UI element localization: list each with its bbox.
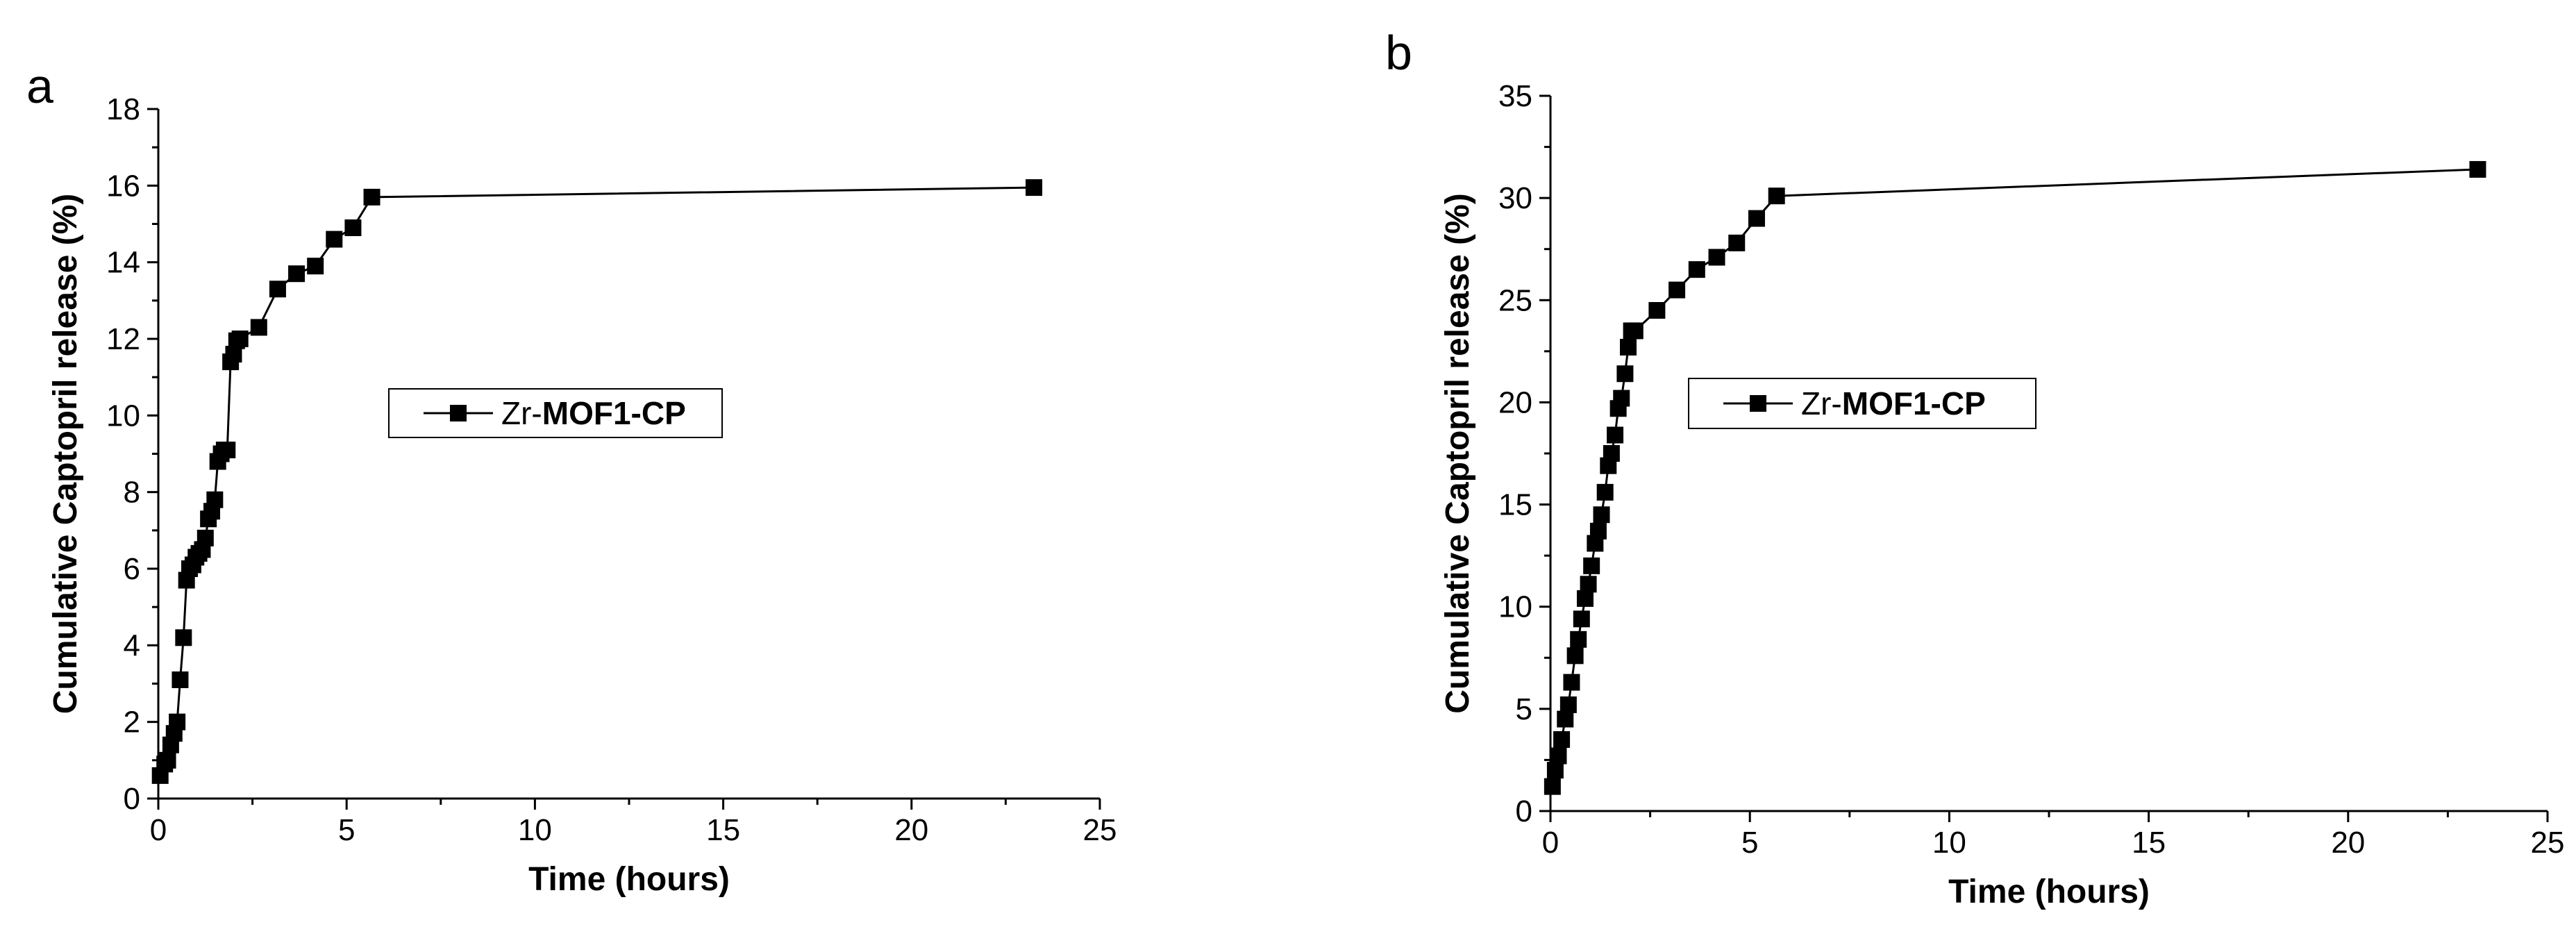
data-point bbox=[1596, 483, 1614, 501]
y-tick-label: 20 bbox=[1498, 385, 1532, 419]
data-point bbox=[219, 441, 236, 458]
data-point bbox=[1583, 557, 1600, 574]
data-point bbox=[1580, 576, 1597, 593]
y-tick-label: 5 bbox=[1516, 692, 1532, 726]
x-tick-label: 10 bbox=[518, 813, 552, 847]
data-point bbox=[307, 258, 324, 275]
x-tick-label: 20 bbox=[2331, 826, 2365, 860]
data-point bbox=[1688, 261, 1705, 278]
data-point bbox=[1768, 187, 1785, 205]
y-tick-label: 25 bbox=[1498, 283, 1532, 317]
data-point bbox=[1570, 631, 1587, 648]
data-point bbox=[172, 671, 189, 688]
data-point bbox=[1557, 710, 1574, 728]
data-point bbox=[1544, 778, 1561, 795]
data-point bbox=[1748, 210, 1765, 227]
y-tick-label: 18 bbox=[106, 92, 140, 126]
data-point bbox=[1728, 234, 1746, 251]
data-point bbox=[2469, 160, 2486, 178]
y-tick-label: 30 bbox=[1498, 181, 1532, 215]
x-tick-label: 5 bbox=[1741, 826, 1758, 860]
x-tick-label: 15 bbox=[706, 813, 740, 847]
chart-panel-a: a 0 5 10 15 20 25 0 2 4 6 8 10 12 14 16 18 Time (hours) Cu… bbox=[26, 59, 1116, 898]
x-axis-title: Time (hours) bbox=[1948, 874, 2150, 910]
data-point bbox=[326, 231, 343, 248]
data-point bbox=[1566, 647, 1584, 665]
data-point bbox=[1626, 322, 1644, 340]
data-point bbox=[1550, 747, 1567, 765]
panel-label: b bbox=[1385, 26, 1412, 80]
legend-label-name: MOF1-CP bbox=[542, 395, 686, 431]
y-tick-label: 12 bbox=[106, 322, 140, 356]
data-point bbox=[206, 491, 224, 508]
data-point bbox=[175, 629, 192, 646]
y-axis-title: Cumulative Captopril release (%) bbox=[1439, 193, 1476, 714]
legend-label: Zr-MOF1-CP bbox=[1801, 385, 1986, 421]
legend-label: Zr-MOF1-CP bbox=[501, 395, 686, 431]
data-point bbox=[344, 219, 362, 237]
legend-marker bbox=[1750, 395, 1766, 412]
y-tick-label: 6 bbox=[124, 552, 140, 586]
y-tick-label: 35 bbox=[1498, 79, 1532, 113]
chart-panel-b: b 0 5 10 15 20 25 0 5 10 15 20 25 30 35 Time (hours) Cum… bbox=[1385, 26, 2564, 910]
data-point bbox=[1573, 610, 1590, 628]
data-point bbox=[1708, 249, 1725, 266]
data-point bbox=[225, 346, 242, 363]
x-tick-label: 15 bbox=[2132, 826, 2166, 860]
data-point bbox=[169, 713, 186, 730]
legend-label-name: MOF1-CP bbox=[1842, 385, 1986, 421]
y-tick-label: 0 bbox=[1516, 794, 1532, 828]
y-tick-label: 15 bbox=[1498, 488, 1532, 522]
data-point bbox=[1620, 338, 1637, 356]
data-point bbox=[196, 529, 214, 546]
y-tick-label: 10 bbox=[106, 399, 140, 433]
x-tick-label: 10 bbox=[1932, 826, 1966, 860]
data-point bbox=[1589, 522, 1607, 540]
y-tick-label: 14 bbox=[106, 246, 140, 280]
data-point bbox=[1593, 506, 1610, 524]
x-tick-label: 0 bbox=[150, 813, 167, 847]
x-axis-title: Time (hours) bbox=[528, 861, 730, 898]
data-point bbox=[1576, 590, 1594, 607]
data-point bbox=[1553, 731, 1571, 748]
data-point bbox=[288, 265, 306, 283]
data-point bbox=[1607, 426, 1624, 444]
x-tick-label: 25 bbox=[1083, 813, 1117, 847]
x-tick-label: 20 bbox=[894, 813, 928, 847]
data-point bbox=[250, 319, 267, 336]
series-line bbox=[1551, 168, 2478, 787]
data-point bbox=[1559, 696, 1577, 713]
data-point bbox=[1563, 674, 1580, 691]
data-point bbox=[1603, 445, 1620, 462]
legend-label-prefix: Zr- bbox=[501, 395, 542, 431]
data-point bbox=[1616, 365, 1634, 383]
data-point bbox=[1613, 390, 1630, 407]
x-tick-label: 25 bbox=[2531, 826, 2565, 860]
data-point bbox=[159, 751, 176, 769]
x-tick-label: 0 bbox=[1542, 826, 1559, 860]
data-point bbox=[231, 331, 249, 347]
y-tick-label: 4 bbox=[124, 628, 140, 662]
legend-label-prefix: Zr- bbox=[1801, 385, 1842, 421]
data-point bbox=[1026, 179, 1043, 197]
panel-label: a bbox=[26, 59, 53, 113]
y-tick-label: 8 bbox=[124, 476, 140, 510]
y-axis-title: Cumulative Captopril release (%) bbox=[47, 194, 84, 715]
data-point bbox=[1546, 762, 1564, 779]
data-point bbox=[269, 281, 286, 298]
data-point bbox=[1648, 302, 1666, 319]
y-tick-label: 16 bbox=[106, 169, 140, 203]
x-tick-label: 5 bbox=[338, 813, 355, 847]
y-tick-label: 0 bbox=[124, 782, 140, 816]
data-point bbox=[363, 188, 380, 206]
data-point bbox=[1668, 281, 1686, 299]
y-tick-label: 10 bbox=[1498, 590, 1532, 624]
y-tick-label: 2 bbox=[124, 705, 140, 740]
legend-marker bbox=[450, 405, 467, 421]
